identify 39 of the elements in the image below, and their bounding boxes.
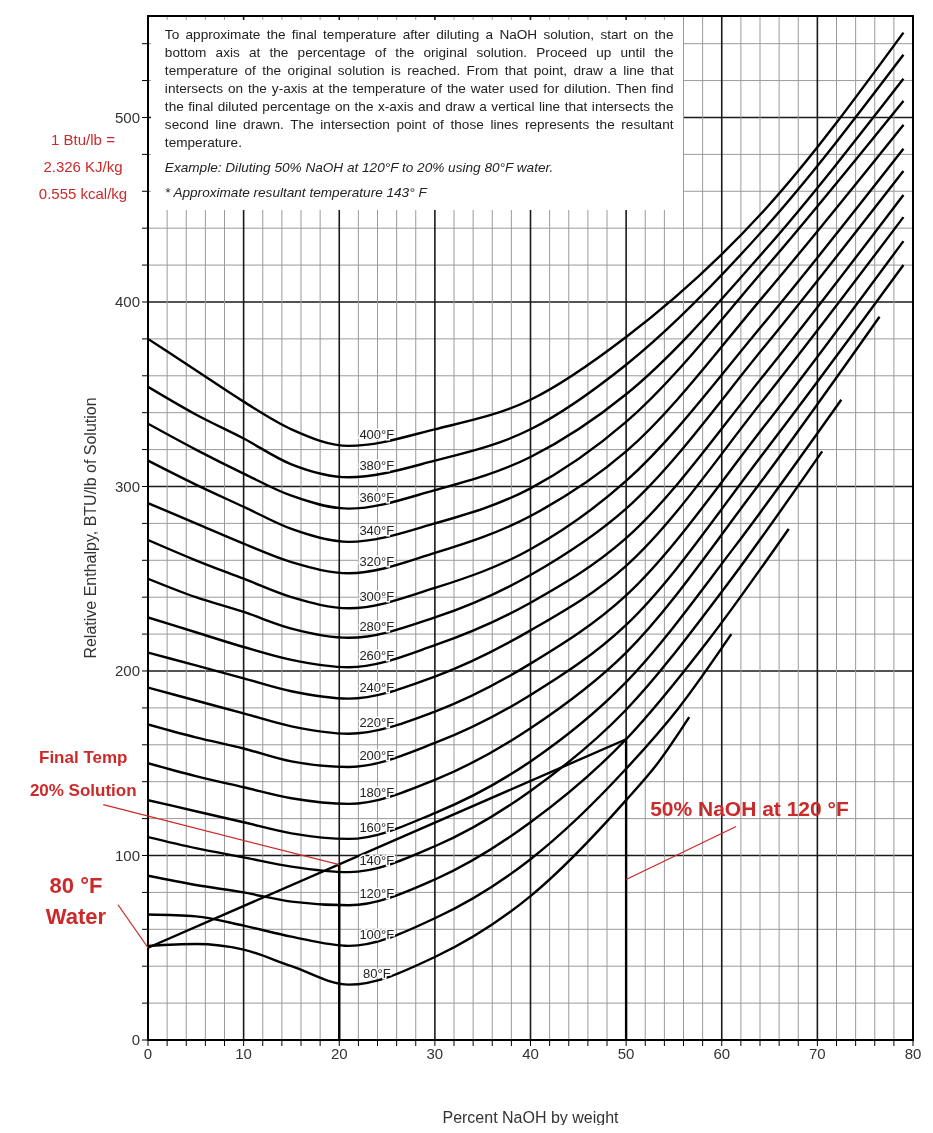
series-label: 240°F	[359, 679, 395, 695]
annotation: Final Temp 20% Solution	[29, 747, 137, 800]
series-label: 80°F	[363, 965, 391, 981]
series-label: 380°F	[359, 458, 395, 474]
series-label: 360°F	[359, 489, 395, 505]
series-label: 340°F	[359, 522, 395, 538]
series-label: 160°F	[359, 819, 395, 835]
y-tick-label: 500	[114, 108, 140, 126]
series-label: 120°F	[359, 886, 395, 902]
series-label: 320°F	[359, 554, 395, 570]
series-label: 260°F	[359, 648, 395, 664]
series-label: 100°F	[359, 926, 395, 942]
x-tick-label: 70	[809, 1044, 826, 1062]
y-tick-label: 100	[114, 846, 140, 864]
series-label: 300°F	[359, 589, 395, 605]
series-label: 280°F	[359, 618, 395, 634]
x-tick-label: 20	[330, 1044, 348, 1062]
x-tick-label: 50	[617, 1044, 635, 1062]
x-tick-label: 40	[522, 1044, 539, 1062]
x-tick-label: 60	[713, 1044, 731, 1062]
x-tick-label: 0	[143, 1044, 153, 1062]
annotation: Example: Diluting 50% NaOH at 120°F to 20% using 80°F water.	[164, 158, 555, 177]
series-label: 180°F	[359, 784, 395, 800]
y-tick-label: 300	[114, 477, 140, 495]
x-tick-label: 10	[235, 1044, 252, 1062]
y-axis-title: Relative Enthalpy, BTU/lb of Solution	[81, 397, 99, 659]
series-label: 220°F	[359, 714, 395, 730]
series-label: 200°F	[359, 747, 395, 763]
x-tick-label: 30	[426, 1044, 444, 1062]
annotation: To approximate the final temperature after diluting a NaOH solution, start on the bottom axis at the percentage of the original solution. Proceed up until the temperature of the original solution is reached. From that point, draw a line that intersects on the y-axis at the temperature of the water used for dilution. Then find the final diluted percentage on the x-axis and draw a vertical line that intersects the second line drawn. The intersection point of those lines represents the resultant temperature.	[164, 25, 674, 152]
text: 1 Btu/lb = 2.326 KJ/kg 0.555 kcal/kg	[38, 131, 128, 202]
x-tick-label: 80	[904, 1044, 922, 1062]
y-tick-label: 0	[131, 1031, 140, 1049]
series-label: 400°F	[359, 426, 395, 442]
y-tick-label: 400	[114, 293, 140, 311]
annotation: 80 °F Water	[45, 872, 107, 929]
series-label: 140°F	[359, 853, 395, 869]
annotation: * Approximate resultant temperature 143° F	[164, 183, 429, 202]
y-tick-label: 200	[114, 662, 140, 680]
